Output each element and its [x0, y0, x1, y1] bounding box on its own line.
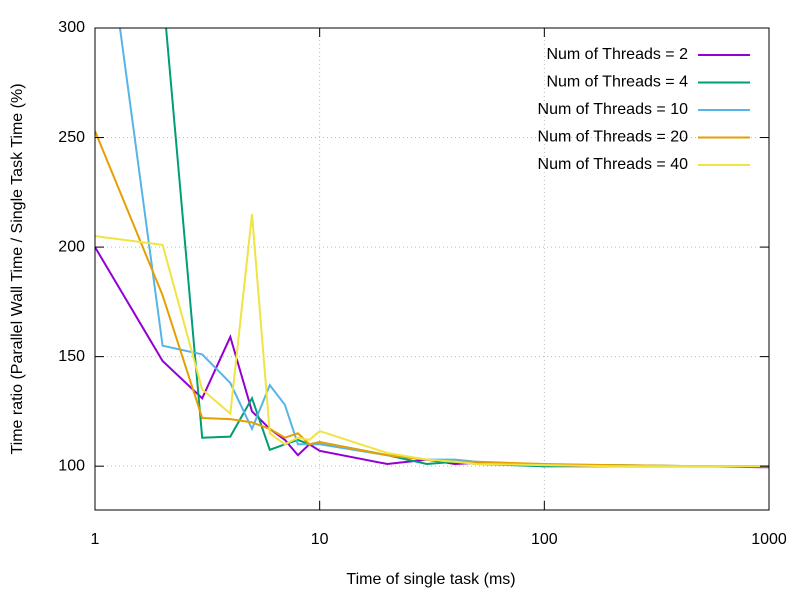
legend-label: Num of Threads = 40 [538, 156, 689, 173]
plot-frame [94, 27, 770, 511]
y-axis-label: Time ratio (Parallel Wall Time / Single … [9, 83, 26, 454]
y-tick-label: 250 [58, 129, 85, 146]
x-tick-label: 100 [531, 531, 558, 548]
legend-label: Num of Threads = 20 [538, 129, 689, 146]
series-line [95, 214, 769, 468]
y-tick-label: 150 [58, 348, 85, 365]
y-tick-label: 100 [58, 457, 85, 474]
x-tick-label: 1 [91, 531, 100, 548]
legend-label: Num of Threads = 2 [546, 46, 688, 63]
x-tick-label: 10 [311, 531, 329, 548]
y-tick-label: 200 [58, 238, 85, 255]
x-axis-label: Time of single task (ms) [346, 571, 515, 588]
legend-label: Num of Threads = 10 [538, 101, 689, 118]
y-tick-label: 300 [58, 19, 85, 36]
legend-label: Num of Threads = 4 [546, 74, 688, 91]
series-line [95, 130, 769, 468]
x-tick-label: 1000 [751, 531, 787, 548]
